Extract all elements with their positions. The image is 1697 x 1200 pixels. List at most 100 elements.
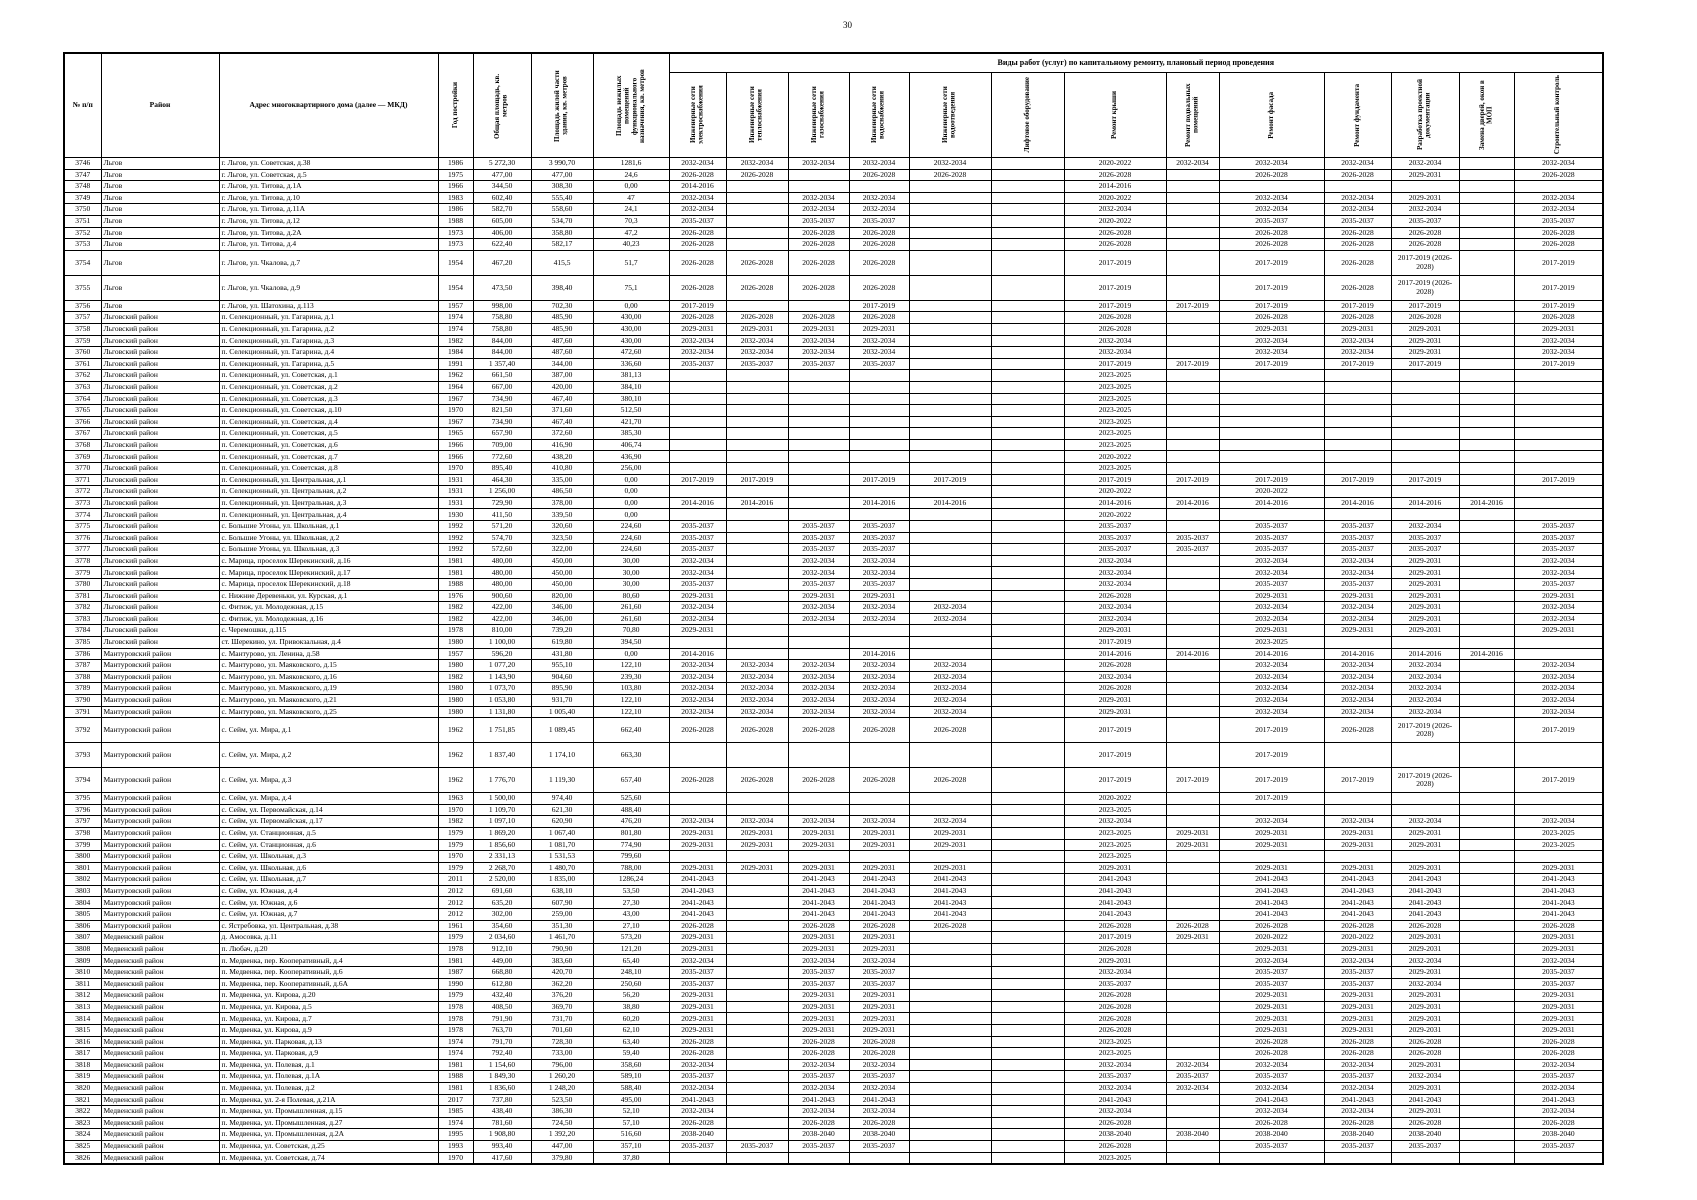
cell-electricity: 2032-2034 bbox=[668, 670, 727, 684]
cell-sewerage bbox=[908, 589, 992, 603]
cell-facade: 2026-2028 bbox=[1218, 1035, 1325, 1049]
cell-total-area: 302,00 bbox=[472, 908, 532, 921]
cell-sewerage bbox=[908, 554, 992, 568]
cell-electricity bbox=[668, 508, 727, 522]
cell-year: 1983 bbox=[437, 191, 474, 205]
cell-nonresidential-area: 47,2 bbox=[592, 226, 670, 240]
cell-nonresidential-area: 525,60 bbox=[592, 792, 670, 805]
cell-facade bbox=[1218, 1151, 1325, 1165]
cell-heating: 2017-2019 bbox=[725, 473, 789, 487]
cell-doors-windows bbox=[1458, 1000, 1515, 1014]
cell-construction-control: 2032-2034 bbox=[1513, 705, 1604, 719]
cell-gas bbox=[787, 485, 850, 498]
cell-roof: 2032-2034 bbox=[1063, 966, 1167, 979]
cell-sewerage bbox=[908, 624, 992, 637]
cell-sewerage bbox=[908, 942, 992, 956]
cell-num: 3753 bbox=[63, 238, 102, 251]
cell-gas: 2032-2034 bbox=[787, 954, 850, 968]
cell-total-area: 602,40 bbox=[472, 191, 532, 205]
table-row: 3819 Медвенский район п. Медвенка, ул. Пол… bbox=[63, 1070, 1604, 1083]
cell-year: 1981 bbox=[437, 566, 474, 579]
cell-heating bbox=[725, 578, 789, 591]
cell-roof: 2041-2043 bbox=[1063, 884, 1167, 898]
cell-electricity: 2032-2034 bbox=[668, 203, 727, 216]
cell-heating: 2032-2034 bbox=[725, 815, 789, 828]
cell-nonresidential-area: 406,74 bbox=[592, 438, 670, 452]
cell-year: 1970 bbox=[437, 803, 474, 817]
cell-rayon: Льговский район bbox=[100, 520, 220, 533]
cell-roof: 2017-2019 bbox=[1063, 357, 1167, 371]
cell-doors-windows bbox=[1458, 214, 1515, 228]
cell-total-area: 1 143,90 bbox=[472, 670, 532, 684]
cell-construction-control: 2029-2031 bbox=[1513, 942, 1604, 956]
cell-num: 3746 bbox=[63, 157, 102, 170]
cell-address: д. Амосовка, д.11 bbox=[218, 931, 439, 944]
cell-doors-windows bbox=[1458, 884, 1515, 898]
cell-roof: 2032-2034 bbox=[1063, 1058, 1167, 1072]
cell-address: с. Мантурово, ул. Маяковского, д.16 bbox=[218, 670, 439, 684]
table-row: 3787 Мантуровский район с. Мантурово, ул. … bbox=[63, 659, 1604, 672]
cell-water-supply: 2032-2034 bbox=[848, 612, 910, 626]
cell-foundation: 2032-2034 bbox=[1323, 954, 1392, 968]
cell-roof: 2023-2025 bbox=[1063, 392, 1167, 406]
cell-residential-area: 1 248,20 bbox=[530, 1081, 594, 1095]
cell-rayon: Льговский район bbox=[100, 601, 220, 614]
cell-total-area: 772,60 bbox=[472, 450, 532, 464]
cell-gas: 2041-2043 bbox=[787, 908, 850, 921]
cell-year: 1967 bbox=[437, 392, 474, 406]
cell-roof: 2026-2028 bbox=[1063, 1116, 1167, 1130]
cell-address: с. Мантурово, ул. Маяковского, д.19 bbox=[218, 682, 439, 695]
cell-total-area: 844,00 bbox=[472, 334, 532, 348]
table-row: 3789 Мантуровский район с. Мантурово, ул. … bbox=[63, 682, 1604, 695]
cell-rayon: Медвенский район bbox=[100, 1081, 220, 1095]
table-row: 3807 Медвенский район д. Амосовка, д.11 197… bbox=[63, 931, 1604, 944]
cell-roof: 2014-2016 bbox=[1063, 647, 1167, 661]
cell-foundation: 2014-2016 bbox=[1323, 647, 1392, 661]
cell-total-area: 657,90 bbox=[472, 427, 532, 440]
cell-rayon: Мантуровский район bbox=[100, 919, 220, 933]
cell-foundation: 2035-2037 bbox=[1323, 214, 1392, 228]
cell-heating: 2032-2034 bbox=[725, 659, 789, 672]
col-header-sewerage-label: Инженерные сети водоотведения bbox=[941, 86, 957, 144]
cell-total-area: 998,00 bbox=[472, 299, 532, 313]
cell-electricity bbox=[668, 369, 727, 382]
cell-foundation: 2032-2034 bbox=[1323, 612, 1392, 626]
cell-sewerage bbox=[908, 380, 992, 394]
cell-residential-area: 955,10 bbox=[530, 659, 594, 672]
cell-design-docs bbox=[1390, 369, 1460, 382]
cell-doors-windows bbox=[1458, 369, 1515, 382]
cell-sewerage bbox=[908, 299, 992, 313]
cell-construction-control bbox=[1513, 792, 1604, 805]
cell-electricity: 2026-2028 bbox=[668, 717, 727, 744]
cell-num: 3762 bbox=[63, 369, 102, 382]
cell-sewerage bbox=[908, 566, 992, 579]
cell-total-area: 408,50 bbox=[472, 1000, 532, 1014]
cell-design-docs: 2017-2019 bbox=[1390, 473, 1460, 487]
table-row: 3795 Мантуровский район с. Сейм, ул. Мира,… bbox=[63, 792, 1604, 805]
cell-doors-windows bbox=[1458, 238, 1515, 251]
cell-electricity: 2035-2037 bbox=[668, 357, 727, 371]
cell-heating: 2032-2034 bbox=[725, 693, 789, 707]
cell-total-area: 422,00 bbox=[472, 601, 532, 614]
cell-elevator bbox=[990, 157, 1065, 170]
cell-sewerage bbox=[908, 1128, 992, 1141]
cell-roof: 2020-2022 bbox=[1063, 214, 1167, 228]
col-header-elevator-label: Лифтовое оборудование bbox=[1022, 77, 1031, 153]
cell-doors-windows bbox=[1458, 554, 1515, 568]
table-row: 3803 Мантуровский район с. Сейм, ул. Южная… bbox=[63, 884, 1604, 898]
cell-gas: 2032-2034 bbox=[787, 670, 850, 684]
cell-address: п. Селекционный, ул. Гагарина, д.4 bbox=[218, 346, 439, 359]
cell-construction-control: 2035-2037 bbox=[1513, 977, 1604, 991]
cell-design-docs bbox=[1390, 380, 1460, 394]
cell-total-area: 1 849,30 bbox=[472, 1070, 532, 1083]
cell-residential-area: 790,90 bbox=[530, 942, 594, 956]
cell-water-supply: 2038-2040 bbox=[848, 1128, 910, 1141]
cell-year: 1957 bbox=[437, 647, 474, 661]
cell-residential-area: 308,30 bbox=[530, 180, 594, 193]
cell-water-supply: 2017-2019 bbox=[848, 473, 910, 487]
cell-num: 3748 bbox=[63, 180, 102, 193]
cell-design-docs: 2032-2034 bbox=[1390, 1070, 1460, 1083]
cell-design-docs: 2032-2034 bbox=[1390, 670, 1460, 684]
cell-gas: 2032-2034 bbox=[787, 682, 850, 695]
cell-facade: 2026-2028 bbox=[1218, 1116, 1325, 1130]
